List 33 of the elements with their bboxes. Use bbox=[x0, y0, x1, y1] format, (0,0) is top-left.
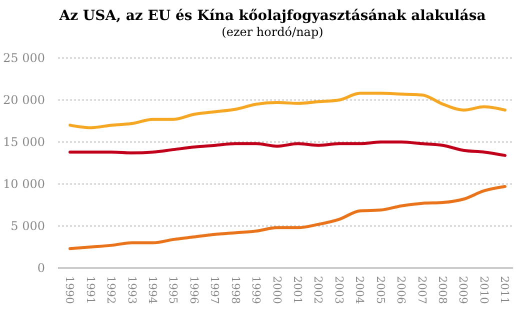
x-tick-label: 1996 bbox=[187, 276, 200, 304]
x-tick-label: 2007 bbox=[415, 276, 428, 304]
chart-title: Az USA, az EU és Kína kőolajfogyasztásának alakulása bbox=[58, 8, 486, 24]
y-tick-label: 25 000 bbox=[3, 51, 45, 66]
x-tick-label: 1998 bbox=[228, 276, 242, 304]
x-tick-label: 2003 bbox=[332, 276, 346, 304]
x-tick-label: 2010 bbox=[477, 276, 490, 304]
x-tick-label: 1995 bbox=[166, 276, 180, 304]
x-tick-label: 2005 bbox=[374, 276, 387, 304]
x-tick-label: 1993 bbox=[125, 276, 138, 304]
chart-subtitle: (ezer hordó/nap) bbox=[222, 25, 324, 39]
x-tick-label: 2002 bbox=[312, 276, 325, 304]
line-series bbox=[68, 92, 506, 130]
x-tick-label: 2008 bbox=[436, 276, 450, 304]
x-tick-label: 2000 bbox=[270, 276, 284, 304]
x-tick-label: 2011 bbox=[498, 276, 512, 304]
line-series bbox=[68, 140, 506, 157]
line-series bbox=[68, 185, 506, 250]
x-tick-label: 1991 bbox=[84, 276, 97, 304]
x-tick-label: 1992 bbox=[104, 276, 118, 304]
y-tick-label: 20 000 bbox=[3, 93, 45, 108]
x-tick-label: 1997 bbox=[208, 276, 222, 304]
x-tick-label: 1990 bbox=[63, 276, 76, 304]
x-tick-label: 2006 bbox=[394, 276, 408, 304]
y-tick-label: 15 000 bbox=[3, 135, 45, 150]
y-tick-label: 5 000 bbox=[10, 219, 45, 234]
x-tick-label: 1999 bbox=[250, 276, 263, 304]
x-tick-label: 2004 bbox=[353, 276, 366, 304]
y-tick-label: 10 000 bbox=[3, 177, 45, 192]
y-tick-label: 0 bbox=[37, 261, 45, 276]
x-tick-label: 1994 bbox=[146, 276, 160, 304]
x-tick-label: 2009 bbox=[456, 276, 470, 304]
x-tick-label: 2001 bbox=[291, 276, 304, 304]
